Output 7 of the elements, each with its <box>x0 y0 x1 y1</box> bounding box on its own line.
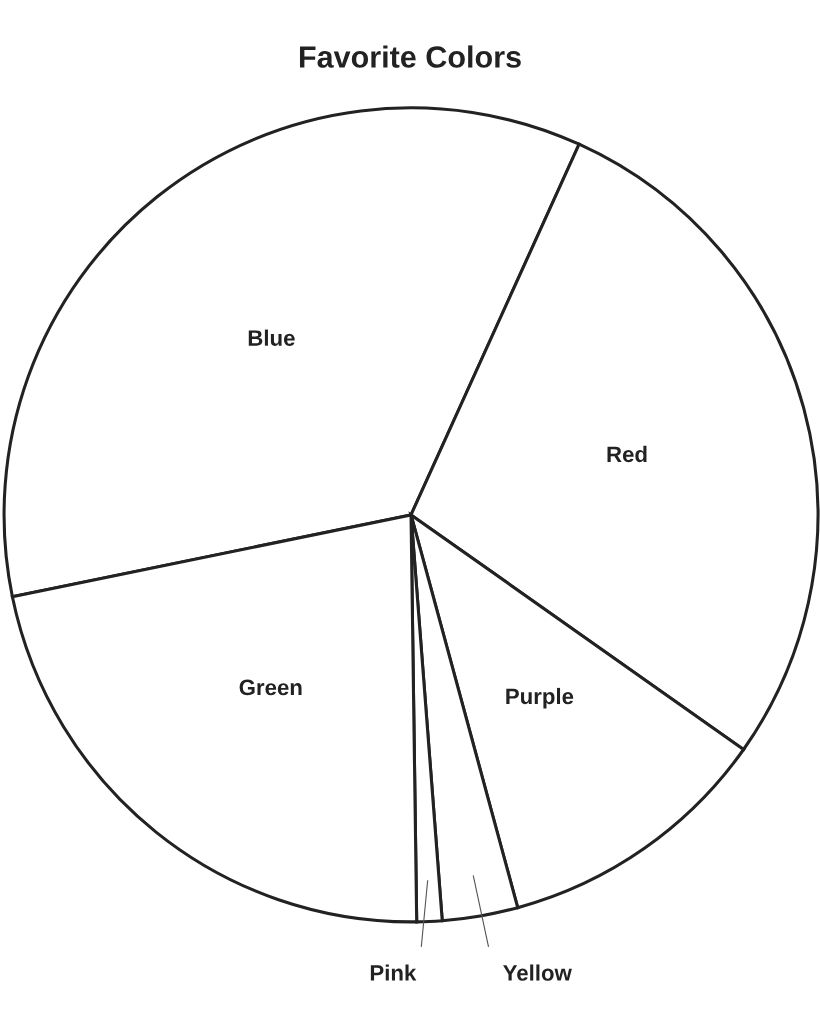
chart-title: Favorite Colors <box>299 45 521 68</box>
slice-label: Green <box>239 679 302 696</box>
slice-label: Yellow <box>503 964 572 981</box>
slice-label: Red <box>607 445 647 463</box>
slice-label: Purple <box>506 687 574 709</box>
slice-label: Pink <box>370 964 417 981</box>
slice-label: Blue <box>248 329 295 346</box>
